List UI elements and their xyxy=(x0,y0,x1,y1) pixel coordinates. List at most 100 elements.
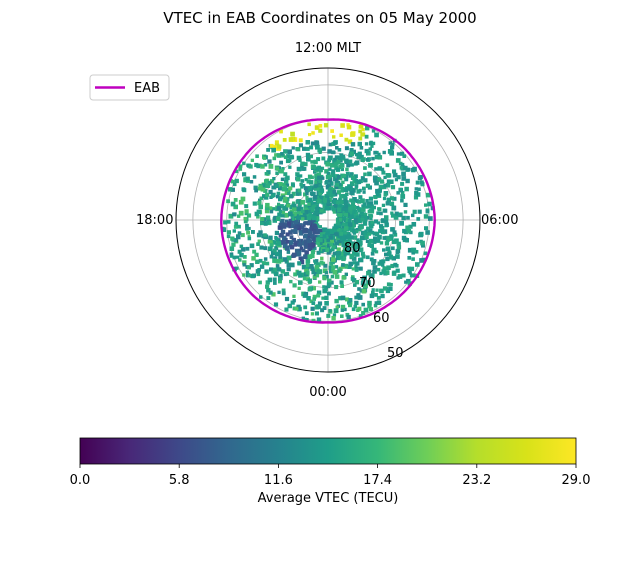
data-point xyxy=(315,259,319,263)
data-point xyxy=(353,283,357,287)
data-point xyxy=(321,156,326,161)
data-point xyxy=(295,199,300,204)
data-point xyxy=(229,246,235,251)
data-point xyxy=(425,209,430,214)
data-point xyxy=(233,238,238,243)
data-point xyxy=(251,230,255,234)
data-point xyxy=(344,146,349,151)
data-point xyxy=(266,215,271,220)
data-point xyxy=(292,306,297,311)
data-point xyxy=(255,154,259,158)
data-point xyxy=(231,242,236,247)
data-point xyxy=(334,155,339,160)
data-point xyxy=(281,222,286,227)
data-point xyxy=(291,183,295,188)
data-point xyxy=(296,206,302,212)
data-point xyxy=(287,191,291,196)
data-point xyxy=(264,195,269,200)
data-point xyxy=(288,211,293,217)
data-point xyxy=(411,257,415,261)
data-point xyxy=(317,165,321,170)
data-point xyxy=(399,220,404,226)
data-point xyxy=(237,224,241,229)
data-point xyxy=(304,178,308,182)
colorbar-gradient xyxy=(79,437,577,465)
data-point xyxy=(336,251,341,256)
data-point xyxy=(369,257,374,262)
data-point xyxy=(393,262,398,267)
data-point xyxy=(337,148,342,152)
data-point xyxy=(294,219,299,225)
data-point xyxy=(376,267,381,272)
data-point xyxy=(264,269,269,274)
data-point xyxy=(264,172,269,176)
data-point xyxy=(405,238,409,243)
data-point xyxy=(337,190,341,194)
data-point xyxy=(270,250,276,256)
data-point xyxy=(285,158,291,164)
data-point xyxy=(345,217,350,222)
data-point xyxy=(375,288,379,292)
data-point xyxy=(305,259,310,264)
data-point xyxy=(374,219,379,224)
data-point xyxy=(274,230,279,235)
data-point xyxy=(419,258,424,263)
data-point xyxy=(309,226,315,231)
data-point xyxy=(292,207,296,212)
data-point xyxy=(294,248,299,253)
data-point xyxy=(296,155,302,161)
data-point xyxy=(358,257,362,262)
data-point xyxy=(396,175,401,180)
data-point xyxy=(382,236,387,240)
data-point xyxy=(332,251,337,256)
data-point xyxy=(334,274,340,279)
data-point xyxy=(298,138,303,143)
data-point xyxy=(341,275,346,280)
data-point xyxy=(318,225,322,229)
data-point xyxy=(307,186,313,191)
data-point xyxy=(261,261,266,266)
data-point xyxy=(404,186,409,192)
data-point xyxy=(345,312,350,317)
data-point xyxy=(274,153,278,157)
data-point xyxy=(383,208,388,213)
data-point xyxy=(320,166,325,170)
data-point xyxy=(294,307,299,311)
data-point xyxy=(377,166,382,171)
data-point xyxy=(284,180,289,185)
data-point xyxy=(286,267,291,272)
data-point xyxy=(316,290,322,295)
data-point xyxy=(303,305,308,310)
data-point xyxy=(346,203,351,207)
data-point xyxy=(283,196,288,201)
data-point xyxy=(402,154,407,158)
legend-box xyxy=(89,74,170,101)
data-point xyxy=(394,238,399,244)
data-point xyxy=(344,200,349,205)
data-point xyxy=(361,204,366,209)
data-point xyxy=(352,250,357,255)
data-point xyxy=(347,218,352,223)
data-point xyxy=(314,204,319,209)
data-point xyxy=(325,194,329,198)
data-point xyxy=(329,181,334,186)
data-point xyxy=(326,185,331,190)
data-point xyxy=(274,143,280,149)
data-point xyxy=(396,152,401,156)
data-point xyxy=(297,202,302,207)
data-point xyxy=(296,304,301,310)
data-point xyxy=(273,281,277,285)
data-point xyxy=(350,163,354,167)
data-point xyxy=(364,229,368,233)
data-point xyxy=(310,160,314,164)
data-point xyxy=(242,255,247,259)
data-point xyxy=(300,209,305,213)
data-point xyxy=(423,214,429,219)
data-point xyxy=(230,201,236,207)
data-point xyxy=(348,261,353,267)
data-point xyxy=(290,131,295,137)
data-point xyxy=(361,288,367,294)
data-point xyxy=(291,191,296,196)
data-point xyxy=(246,213,252,218)
data-point xyxy=(280,152,284,156)
